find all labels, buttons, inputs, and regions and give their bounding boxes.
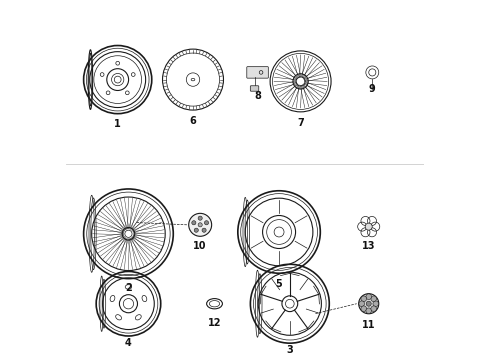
Circle shape [359, 301, 365, 306]
Circle shape [371, 306, 376, 311]
Circle shape [366, 301, 371, 306]
Text: 2: 2 [125, 283, 132, 293]
Circle shape [366, 294, 371, 300]
Text: 4: 4 [125, 338, 132, 348]
Circle shape [366, 308, 371, 314]
FancyBboxPatch shape [250, 86, 259, 91]
Circle shape [202, 228, 206, 232]
Text: 7: 7 [297, 118, 304, 128]
Circle shape [371, 296, 376, 302]
Circle shape [359, 294, 379, 314]
Text: 12: 12 [208, 319, 221, 328]
Circle shape [361, 306, 367, 311]
Text: 6: 6 [190, 116, 196, 126]
Circle shape [373, 301, 379, 306]
Text: 1: 1 [114, 120, 121, 129]
FancyBboxPatch shape [247, 67, 269, 78]
Circle shape [189, 213, 212, 236]
Text: 10: 10 [194, 241, 207, 251]
Circle shape [194, 228, 198, 232]
Text: 8: 8 [254, 91, 261, 101]
Circle shape [198, 223, 202, 227]
Text: 13: 13 [362, 241, 375, 251]
Text: 9: 9 [369, 84, 376, 94]
Circle shape [204, 221, 209, 225]
Circle shape [361, 296, 367, 302]
Text: 11: 11 [362, 320, 375, 330]
Text: 3: 3 [287, 345, 293, 355]
Circle shape [198, 216, 202, 220]
Circle shape [365, 223, 372, 230]
Text: 5: 5 [276, 279, 282, 289]
Circle shape [192, 221, 196, 225]
